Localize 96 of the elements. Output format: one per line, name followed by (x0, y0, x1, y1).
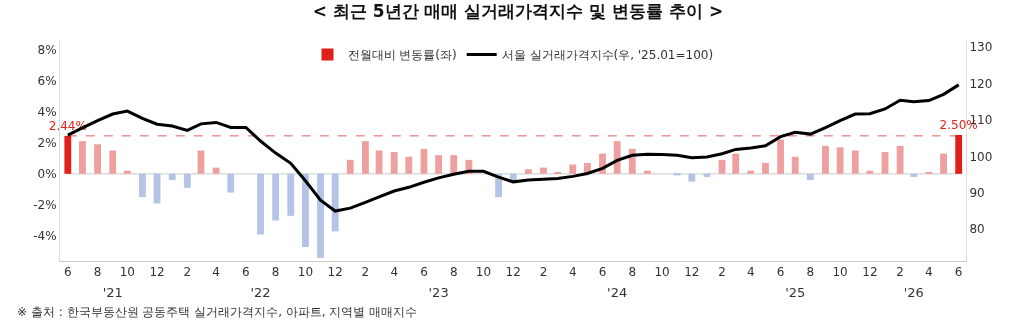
x-tick-label: 4 (925, 265, 933, 280)
bar (168, 173, 176, 181)
x-tick-label: 8 (449, 265, 458, 280)
y-tick-label: 8% (37, 42, 57, 57)
x-tick-label: 4 (568, 265, 577, 280)
x2-tick-label: '23 (428, 285, 449, 300)
x-tick-label: 12 (862, 265, 878, 280)
x-tick-label: 10 (475, 265, 492, 280)
x-tick-label: 6 (63, 265, 72, 280)
bar (851, 150, 859, 174)
chart-title: < 최근 5년간 매매 실거래가격지수 및 변동률 추이 > (312, 0, 724, 21)
x-tick-label: 2 (361, 265, 370, 280)
bar (405, 156, 413, 174)
bar (777, 139, 785, 174)
x-tick-label: 2 (183, 265, 192, 280)
bar (450, 155, 458, 174)
bar (910, 173, 918, 177)
x-tick-label: 8 (806, 265, 815, 280)
bar (644, 170, 651, 174)
y-tick-label: 6% (37, 73, 57, 88)
bar (301, 173, 309, 247)
y2-tick-label: 120 (969, 76, 993, 91)
x-tick-label: 10 (119, 265, 135, 280)
bar (272, 173, 280, 221)
y2-tick-label: 100 (969, 149, 993, 164)
x-tick-label: 2 (718, 265, 726, 280)
x-tick-label: 6 (598, 265, 607, 280)
bar (940, 153, 947, 174)
legend-label: 전월대비 변동률(좌) (347, 48, 457, 63)
bar (688, 173, 696, 182)
bar (109, 150, 117, 174)
x-tick-label: 8 (93, 265, 102, 280)
y-tick-label: 4% (37, 104, 57, 119)
bar (331, 173, 339, 232)
y2-tick-label: 80 (969, 222, 985, 237)
bar (79, 141, 86, 174)
bar (362, 141, 369, 174)
bar (866, 170, 874, 174)
x-tick-label: 12 (327, 265, 343, 280)
y2-tick-label: 130 (969, 40, 993, 55)
x-tick-label: 6 (776, 265, 785, 280)
bar (955, 134, 963, 174)
x-tick-label: 4 (212, 265, 220, 280)
bar (540, 167, 547, 174)
x-tick-label: 4 (390, 265, 399, 280)
bar (747, 170, 755, 174)
bar (212, 167, 220, 174)
text: ※ 출처 : 한국부동산원 공동주택 실거래가격지수, 아파트, 지역별 매매지수 (17, 305, 418, 319)
x-tick-label: 4 (747, 265, 755, 280)
bar (287, 173, 295, 216)
bar (569, 164, 577, 174)
y-tick-label: 0% (37, 167, 57, 182)
x-tick-label: 6 (954, 265, 963, 280)
x2-tick-label: '21 (102, 285, 123, 300)
x-tick-label: 2 (896, 265, 904, 280)
bar (227, 173, 235, 193)
bar (613, 141, 621, 174)
x-tick-label: 12 (149, 265, 165, 280)
x-tick-label: 10 (832, 265, 848, 280)
x-tick-label: 8 (628, 265, 637, 280)
x2-tick-label: '24 (607, 285, 628, 300)
y-tick-label: -2% (33, 198, 57, 213)
bar (64, 135, 72, 174)
bar (183, 173, 191, 188)
bar (524, 169, 532, 174)
x-tick-label: 6 (242, 265, 250, 280)
x-tick-label: 12 (505, 265, 521, 280)
x-tick-label: 10 (297, 265, 314, 280)
bar (317, 173, 324, 258)
y2-tick-label: 90 (969, 186, 985, 200)
x2-tick-label: '25 (785, 285, 806, 300)
x2-tick-label: '22 (250, 285, 271, 300)
x-tick-label: 2 (539, 265, 548, 280)
bar (257, 173, 264, 235)
bar (762, 162, 769, 174)
bar (836, 147, 844, 174)
bar (896, 145, 904, 174)
bar (153, 173, 161, 204)
x-tick-label: 8 (271, 265, 280, 280)
bar (390, 152, 398, 174)
bar (822, 145, 829, 174)
bar (791, 156, 799, 174)
bar (806, 173, 814, 181)
y-tick-label: -4% (33, 229, 57, 244)
x-tick-label: 12 (684, 265, 700, 280)
bar (346, 159, 354, 174)
x2-tick-label: '26 (903, 285, 924, 300)
bar (435, 155, 443, 174)
y-tick-label: 2% (37, 135, 57, 150)
bar (123, 170, 131, 174)
bar (139, 173, 146, 198)
legend-label: 서울 실거래가격지수(우, '25.01=100) (501, 48, 714, 63)
x-tick-label: 6 (420, 265, 428, 280)
bar (732, 153, 740, 174)
x-tick-label: 10 (654, 265, 670, 280)
bar (94, 144, 101, 174)
